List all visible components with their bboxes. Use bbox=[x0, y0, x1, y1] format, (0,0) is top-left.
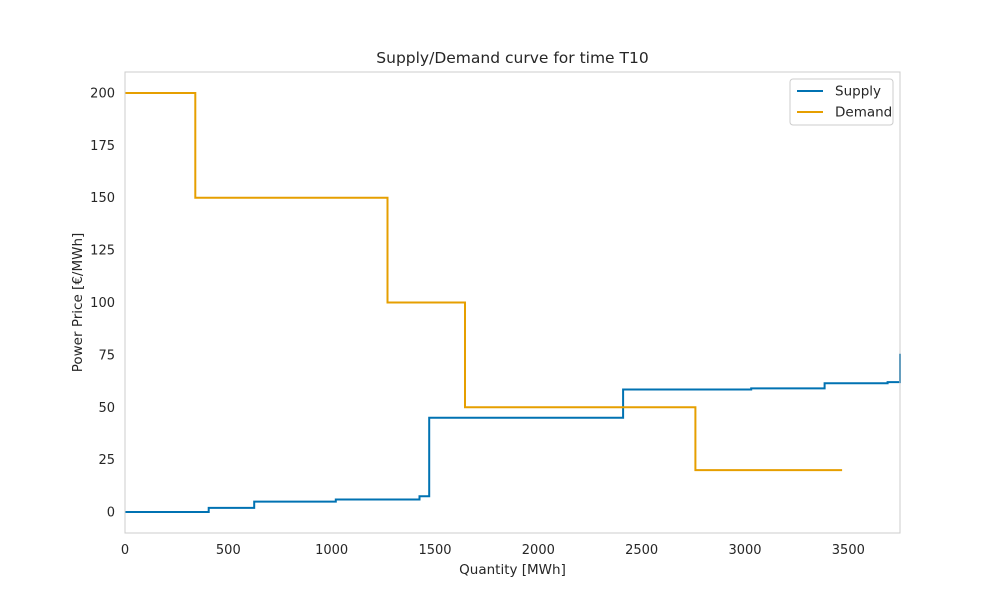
plot-frame bbox=[124, 71, 901, 534]
y-axis-title: Power Price [€/MWh] bbox=[70, 233, 86, 373]
y-tick-label: 0 bbox=[107, 506, 115, 521]
x-tick-label: 0 bbox=[121, 543, 129, 558]
legend-label-demand: Demand bbox=[835, 105, 892, 121]
x-tick-label: 3500 bbox=[832, 543, 865, 558]
series-line-supply bbox=[125, 353, 901, 513]
y-tick-labels: 0 25 50 75 100 125 150 175 200 bbox=[90, 86, 115, 520]
x-axis-title: Quantity [MWh] bbox=[459, 562, 566, 578]
legend-label-supply: Supply bbox=[835, 84, 881, 100]
y-tick-label: 200 bbox=[90, 86, 115, 101]
y-tick-label: 25 bbox=[98, 453, 115, 468]
y-tick-label: 150 bbox=[90, 191, 115, 206]
y-tick-label: 125 bbox=[90, 244, 115, 259]
x-tick-labels: 0 500 1000 1500 2000 2500 3000 3500 bbox=[121, 543, 865, 558]
x-tick-label: 3000 bbox=[728, 543, 761, 558]
series-layer bbox=[125, 92, 901, 513]
legend: Supply Demand bbox=[789, 78, 894, 126]
y-tick-label: 50 bbox=[98, 401, 115, 416]
x-tick-label: 1000 bbox=[315, 543, 348, 558]
y-tick-label: 100 bbox=[90, 296, 115, 311]
series-line-demand bbox=[125, 92, 843, 472]
y-tick-label: 175 bbox=[90, 139, 115, 154]
y-tick-label: 75 bbox=[98, 348, 115, 363]
chart-title: Supply/Demand curve for time T10 bbox=[376, 49, 648, 67]
x-tick-label: 1500 bbox=[418, 543, 451, 558]
x-tick-label: 500 bbox=[216, 543, 241, 558]
legend-items: Supply Demand bbox=[797, 84, 892, 121]
x-tick-label: 2000 bbox=[522, 543, 555, 558]
x-tick-label: 2500 bbox=[625, 543, 658, 558]
